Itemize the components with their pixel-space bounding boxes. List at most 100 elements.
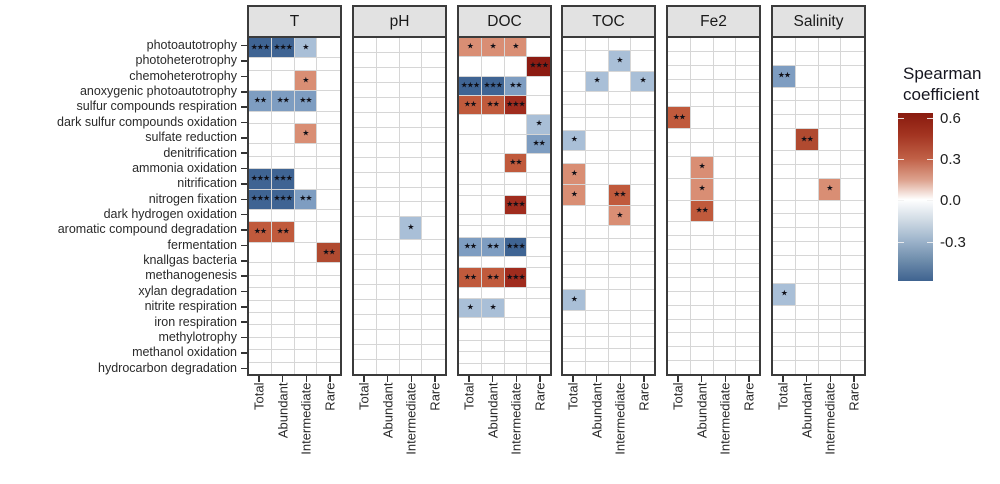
heatmap-cell xyxy=(608,38,632,51)
heatmap-cell xyxy=(736,143,759,157)
heatmap-cell xyxy=(317,190,340,211)
heatmap-cell xyxy=(399,112,423,128)
legend-colorbar-tick xyxy=(898,117,904,120)
heatmap-cell xyxy=(818,200,842,215)
heatmap-cell xyxy=(317,157,340,170)
y-axis-tick xyxy=(241,152,247,154)
heatmap-cell xyxy=(608,92,632,106)
heatmap-cell xyxy=(249,288,272,301)
row-label: denitrification xyxy=(163,145,237,160)
heatmap-cell xyxy=(294,325,318,338)
heatmap-cell xyxy=(399,255,423,271)
heatmap-cell xyxy=(376,285,400,301)
heatmap-cell xyxy=(585,277,609,291)
heatmap-cell xyxy=(608,251,632,265)
heatmap-cell xyxy=(459,215,482,227)
y-axis-tick xyxy=(241,121,247,124)
heatmap-cell xyxy=(422,330,445,346)
facet-plot-pH: ★ xyxy=(352,38,447,376)
heatmap-cell xyxy=(773,269,796,284)
heatmap-cell xyxy=(249,58,272,71)
heatmap-cell xyxy=(631,265,654,278)
facet-strip-DOC: DOC xyxy=(457,5,552,38)
heatmap-cell xyxy=(608,323,632,337)
heatmap-cell xyxy=(668,143,691,157)
heatmap-cell xyxy=(504,341,528,353)
heatmap-cell xyxy=(354,345,377,361)
heatmap-cell xyxy=(690,319,714,334)
heatmap-cell xyxy=(527,352,550,364)
heatmap-cell xyxy=(841,88,864,102)
heatmap-cell xyxy=(317,169,340,190)
heatmap-cell xyxy=(585,184,609,206)
heatmap-cell xyxy=(631,324,654,337)
legend-colorbar-tick xyxy=(927,117,933,120)
heatmap-cell xyxy=(271,263,295,276)
heatmap-cell xyxy=(608,164,632,185)
heatmap-cell xyxy=(376,255,400,271)
heatmap-cell xyxy=(354,202,377,218)
x-axis-tick xyxy=(434,376,436,382)
row-label: fermentation xyxy=(167,237,237,252)
heatmap-cell xyxy=(527,364,550,374)
heatmap-cell xyxy=(585,349,609,363)
heatmap-cell xyxy=(736,107,759,130)
heatmap-cell: ★★★ xyxy=(249,189,272,211)
heatmap-cell: ★★★ xyxy=(504,195,528,216)
heatmap-cell xyxy=(773,305,796,320)
heatmap-cell xyxy=(713,236,737,251)
x-axis-tick xyxy=(515,376,518,382)
heatmap-cell xyxy=(317,71,340,92)
column-label: Intermediate xyxy=(298,382,314,455)
column-label: Total xyxy=(670,382,686,410)
heatmap-cell xyxy=(563,205,586,227)
y-axis-tick xyxy=(241,44,247,47)
heatmap-cell: ★★ xyxy=(294,91,318,112)
row-label: methylotrophy xyxy=(158,329,237,344)
significance-stars: ★ xyxy=(570,134,578,144)
heatmap-cell xyxy=(294,275,318,289)
heatmap-cell: ★ xyxy=(563,130,586,152)
heatmap-cell xyxy=(714,361,737,374)
heatmap-cell xyxy=(841,306,864,320)
heatmap-cell xyxy=(249,350,272,363)
significance-stars: ★★ xyxy=(299,95,312,105)
heatmap-cell xyxy=(668,333,691,348)
heatmap-cell xyxy=(736,38,759,52)
heatmap-cell xyxy=(668,250,691,265)
x-axis-tick xyxy=(572,376,574,382)
heatmap-cell xyxy=(668,361,691,374)
heatmap-cell xyxy=(631,105,654,118)
x-axis-tick xyxy=(643,376,645,382)
significance-stars: ★ xyxy=(466,302,474,312)
heatmap-cell xyxy=(608,349,632,363)
heatmap-cell xyxy=(422,285,445,301)
row-label: methanogenesis xyxy=(145,268,237,283)
heatmap-cell: ★ xyxy=(690,156,714,179)
column-label: Abundant xyxy=(275,382,291,439)
heatmap-cell xyxy=(818,115,842,130)
y-axis-tick xyxy=(241,60,247,62)
heatmap-cell xyxy=(376,330,400,346)
column-label: Abundant xyxy=(589,382,605,439)
heatmap-cell: ★★ xyxy=(271,91,295,112)
heatmap-cell xyxy=(272,362,295,374)
heatmap-cell xyxy=(354,187,377,203)
heatmap-cell xyxy=(713,156,737,179)
significance-stars: ★★ xyxy=(777,70,791,80)
heatmap-cell xyxy=(668,222,691,237)
heatmap-cell xyxy=(249,362,272,374)
heatmap-cell xyxy=(354,255,377,271)
heatmap-cell xyxy=(459,329,482,342)
heatmap-cell xyxy=(795,38,819,52)
heatmap-cell xyxy=(422,240,445,256)
significance-stars: ★ xyxy=(616,55,623,65)
heatmap-cell xyxy=(736,52,759,66)
x-axis-tick xyxy=(305,376,308,382)
heatmap-cell: ★ xyxy=(690,178,714,201)
heatmap-cell xyxy=(631,131,654,152)
column-label: Intermediate xyxy=(822,382,838,455)
heatmap-cell: ★★ xyxy=(317,242,340,264)
heatmap-cell xyxy=(317,112,340,125)
